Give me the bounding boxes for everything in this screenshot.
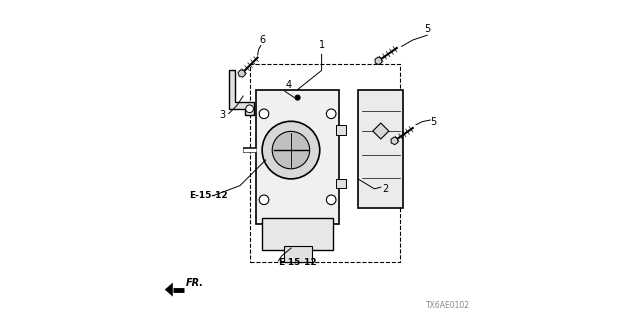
FancyBboxPatch shape — [336, 179, 346, 188]
Circle shape — [262, 121, 320, 179]
Polygon shape — [165, 283, 173, 297]
Text: TX6AE0102: TX6AE0102 — [426, 301, 470, 310]
Polygon shape — [229, 70, 254, 115]
Text: E-15-12: E-15-12 — [189, 191, 227, 200]
Text: 3: 3 — [220, 110, 226, 120]
Text: 5: 5 — [424, 24, 430, 34]
Polygon shape — [375, 57, 382, 65]
Circle shape — [246, 105, 253, 113]
Circle shape — [259, 195, 269, 204]
Text: E-15-12: E-15-12 — [278, 258, 317, 267]
Circle shape — [326, 109, 336, 119]
Circle shape — [272, 131, 310, 169]
Text: 2: 2 — [383, 184, 388, 194]
Polygon shape — [373, 123, 389, 139]
Polygon shape — [391, 137, 398, 145]
FancyBboxPatch shape — [358, 90, 403, 208]
FancyBboxPatch shape — [284, 246, 312, 262]
Circle shape — [326, 195, 336, 204]
Text: 5: 5 — [430, 116, 436, 127]
Polygon shape — [238, 70, 246, 77]
Circle shape — [295, 95, 300, 100]
Bar — [250, 64, 400, 262]
Text: 4: 4 — [285, 80, 291, 90]
Circle shape — [259, 109, 269, 119]
Text: 6: 6 — [259, 35, 266, 45]
Text: FR.: FR. — [186, 278, 204, 288]
FancyBboxPatch shape — [262, 218, 333, 250]
FancyBboxPatch shape — [336, 125, 346, 135]
FancyBboxPatch shape — [256, 90, 339, 224]
Text: 1: 1 — [319, 40, 324, 50]
